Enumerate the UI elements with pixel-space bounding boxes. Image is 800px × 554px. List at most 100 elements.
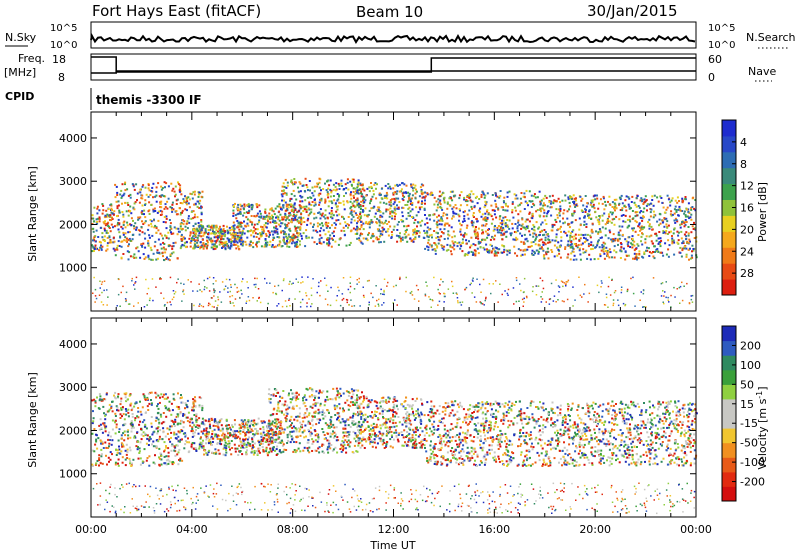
scatter-cell — [361, 233, 364, 236]
scatter-cell — [231, 225, 233, 228]
scatter-cell — [281, 222, 284, 225]
scatter-cell — [283, 231, 286, 234]
scatter-cell — [559, 220, 561, 223]
scatter-cell — [588, 216, 590, 219]
scatter-cell — [169, 253, 172, 256]
scatter-cell — [544, 243, 547, 246]
scatter-cell — [657, 242, 660, 245]
scatter-cell — [473, 205, 476, 208]
scatter-cell — [633, 227, 635, 230]
scatter-cell — [539, 231, 542, 233]
scatter-cell — [300, 223, 303, 226]
scatter-cell — [331, 202, 334, 205]
scatter-cell — [484, 194, 487, 197]
scatter-cell — [144, 186, 147, 189]
scatter-cell — [185, 241, 188, 244]
scatter-cell — [203, 233, 206, 236]
scatter-cell — [258, 219, 261, 222]
scatter-cell — [185, 440, 187, 442]
scatter-cell — [630, 277, 632, 280]
scatter-cell — [443, 295, 446, 298]
scatter-cell — [175, 433, 178, 436]
scatter-cell — [523, 196, 526, 199]
scatter-cell — [230, 286, 232, 288]
scatter-cell — [472, 193, 475, 196]
scatter-cell — [632, 257, 634, 260]
scatter-cell — [150, 425, 153, 428]
scatter-cell — [356, 222, 358, 225]
scatter-cell — [272, 219, 275, 222]
scatter-cell — [159, 396, 161, 399]
scatter-cell — [574, 219, 577, 222]
scatter-cell — [414, 237, 417, 240]
scatter-cell — [118, 231, 121, 234]
scatter-cell — [260, 233, 263, 236]
scatter-cell — [567, 230, 570, 233]
scatter-cell — [285, 205, 288, 208]
scatter-cell — [330, 212, 333, 215]
scatter-cell — [577, 244, 580, 246]
scatter-cell — [155, 393, 158, 396]
scatter-cell — [421, 219, 424, 222]
scatter-cell — [106, 213, 109, 216]
scatter-cell — [140, 226, 143, 228]
scatter-cell — [139, 410, 142, 413]
scatter-cell — [397, 206, 400, 209]
scatter-cell — [647, 221, 650, 224]
scatter-cell — [194, 243, 196, 246]
scatter-cell — [597, 207, 600, 210]
scatter-cell — [184, 435, 187, 438]
scatter-cell — [311, 303, 313, 305]
scatter-cell — [332, 183, 335, 186]
scatter-cell — [300, 196, 303, 199]
scatter-cell — [231, 236, 234, 239]
scatter-cell — [635, 214, 638, 217]
scatter-cell — [636, 243, 639, 246]
scatter-cell — [462, 241, 464, 244]
scatter-cell — [156, 249, 159, 252]
scatter-cell — [221, 237, 224, 240]
scatter-cell — [200, 430, 203, 433]
scatter-cell — [101, 232, 104, 235]
scatter-cell — [570, 240, 573, 243]
scatter-cell — [358, 239, 361, 242]
scatter-cell — [424, 191, 427, 194]
scatter-cell — [687, 210, 690, 213]
scatter-cell — [110, 204, 113, 207]
scatter-cell — [290, 193, 293, 196]
scatter-cell — [127, 209, 130, 212]
scatter-cell — [626, 290, 629, 293]
scatter-cell — [352, 194, 355, 197]
scatter-cell — [651, 195, 654, 198]
scatter-cell — [572, 229, 575, 232]
scatter-cell — [293, 225, 296, 228]
scatter-cell — [531, 217, 534, 220]
scatter-cell — [330, 200, 333, 203]
scatter-cell — [341, 299, 344, 301]
scatter-cell — [319, 208, 322, 211]
scatter-cell — [402, 191, 405, 194]
scatter-cell — [533, 232, 536, 235]
scatter-cell — [200, 223, 203, 226]
scatter-cell — [555, 208, 558, 211]
scatter-cell — [510, 234, 512, 237]
scatter-cell — [449, 190, 452, 193]
scatter-cell — [411, 216, 413, 218]
scatter-cell — [458, 215, 461, 218]
scatter-cell — [320, 242, 323, 245]
scatter-cell — [131, 413, 134, 415]
scatter-cell — [240, 289, 242, 292]
scatter-cell — [222, 228, 225, 231]
scatter-cell — [240, 225, 243, 228]
scatter-cell — [520, 254, 523, 257]
scatter-cell — [437, 242, 440, 245]
scatter-cell — [536, 196, 539, 199]
scatter-cell — [91, 463, 94, 466]
scatter-cell — [470, 250, 473, 253]
scatter-cell — [346, 200, 349, 203]
scatter-cell — [674, 199, 677, 202]
scatter-cell — [485, 243, 488, 246]
scatter-cell — [284, 227, 287, 230]
scatter-cell — [537, 250, 540, 253]
scatter-cell — [368, 226, 371, 229]
